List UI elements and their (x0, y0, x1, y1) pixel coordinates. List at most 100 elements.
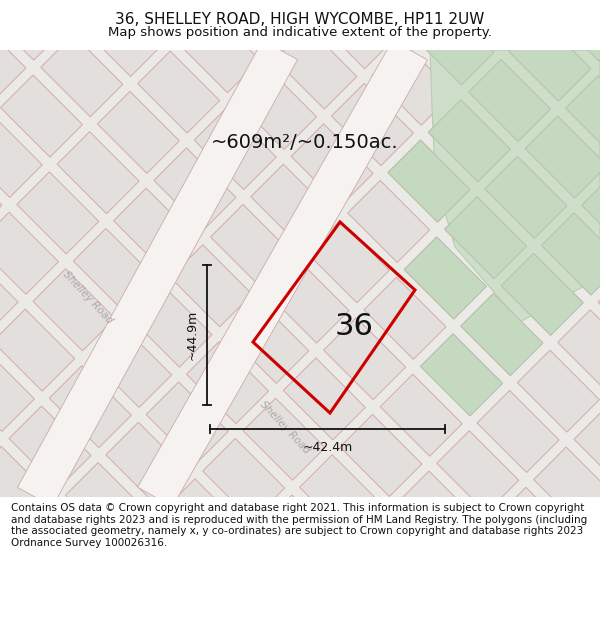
Polygon shape (331, 84, 413, 166)
Polygon shape (0, 309, 75, 391)
Polygon shape (574, 407, 600, 489)
Polygon shape (170, 245, 252, 327)
Polygon shape (163, 479, 244, 561)
Polygon shape (0, 487, 10, 569)
Polygon shape (121, 0, 203, 36)
Polygon shape (122, 519, 204, 601)
Polygon shape (0, 156, 2, 238)
Polygon shape (187, 342, 268, 424)
Text: 36, SHELLEY ROAD, HIGH WYCOMBE, HP11 2UW: 36, SHELLEY ROAD, HIGH WYCOMBE, HP11 2UW (115, 12, 485, 28)
Polygon shape (445, 197, 527, 279)
Polygon shape (452, 0, 535, 44)
Polygon shape (340, 414, 422, 496)
Polygon shape (509, 19, 591, 101)
Polygon shape (267, 261, 349, 343)
Polygon shape (25, 0, 107, 20)
Polygon shape (445, 197, 527, 279)
Text: Shelley Road: Shelley Road (258, 399, 312, 455)
Polygon shape (0, 116, 42, 198)
Polygon shape (259, 0, 341, 12)
Text: Contains OS data © Crown copyright and database right 2021. This information is : Contains OS data © Crown copyright and d… (11, 503, 587, 548)
Polygon shape (97, 91, 179, 173)
Text: ~609m²/~0.150ac.: ~609m²/~0.150ac. (211, 132, 399, 151)
Polygon shape (469, 59, 551, 141)
Polygon shape (388, 140, 470, 222)
Polygon shape (493, 488, 575, 569)
Polygon shape (404, 237, 486, 319)
Polygon shape (283, 358, 365, 440)
Polygon shape (533, 447, 600, 529)
Polygon shape (81, 0, 163, 76)
Polygon shape (291, 124, 373, 206)
Polygon shape (203, 439, 285, 521)
Polygon shape (259, 495, 341, 577)
Polygon shape (0, 19, 26, 101)
Polygon shape (461, 294, 543, 376)
Polygon shape (307, 221, 389, 302)
Polygon shape (0, 253, 18, 334)
Polygon shape (565, 76, 600, 158)
Polygon shape (137, 40, 427, 507)
Polygon shape (17, 41, 298, 507)
Polygon shape (57, 132, 139, 214)
Polygon shape (33, 269, 115, 351)
Polygon shape (582, 173, 600, 254)
Polygon shape (347, 181, 430, 262)
Polygon shape (65, 462, 148, 544)
Polygon shape (558, 310, 600, 392)
Polygon shape (525, 116, 600, 198)
Polygon shape (299, 455, 382, 537)
Polygon shape (485, 156, 567, 238)
Polygon shape (154, 148, 236, 230)
Polygon shape (218, 0, 301, 52)
Polygon shape (412, 3, 494, 85)
Polygon shape (412, 3, 494, 85)
Polygon shape (0, 213, 58, 294)
Polygon shape (194, 107, 276, 189)
Polygon shape (146, 382, 228, 464)
Polygon shape (9, 406, 91, 488)
Polygon shape (106, 422, 188, 504)
Polygon shape (590, 0, 600, 21)
Polygon shape (485, 156, 567, 238)
Polygon shape (211, 204, 293, 286)
Polygon shape (315, 0, 397, 69)
Polygon shape (0, 446, 51, 528)
Polygon shape (275, 27, 357, 109)
Polygon shape (525, 116, 600, 198)
Polygon shape (235, 68, 317, 149)
Polygon shape (549, 0, 600, 61)
Polygon shape (404, 237, 486, 319)
Polygon shape (17, 172, 99, 254)
Polygon shape (421, 334, 503, 416)
Polygon shape (428, 100, 511, 182)
Polygon shape (243, 398, 325, 480)
Polygon shape (178, 11, 260, 92)
Polygon shape (372, 43, 454, 125)
Polygon shape (461, 294, 543, 376)
Polygon shape (130, 285, 212, 367)
Polygon shape (0, 349, 34, 431)
Polygon shape (227, 301, 309, 383)
Polygon shape (380, 374, 462, 456)
Polygon shape (517, 350, 599, 432)
Polygon shape (453, 528, 535, 609)
Polygon shape (477, 391, 559, 472)
Text: 36: 36 (335, 312, 374, 341)
Text: Shelley Road: Shelley Road (61, 269, 115, 325)
Polygon shape (89, 326, 172, 408)
Polygon shape (421, 334, 503, 416)
Polygon shape (388, 140, 470, 222)
Polygon shape (355, 0, 437, 28)
Polygon shape (565, 76, 600, 158)
Polygon shape (598, 269, 600, 351)
Polygon shape (49, 366, 131, 448)
Polygon shape (397, 471, 479, 553)
Polygon shape (582, 173, 600, 254)
Text: Map shows position and indicative extent of the property.: Map shows position and indicative extent… (108, 26, 492, 39)
Polygon shape (0, 0, 66, 60)
Polygon shape (541, 213, 600, 295)
Text: ~44.9m: ~44.9m (186, 310, 199, 360)
Polygon shape (428, 100, 511, 182)
Polygon shape (323, 318, 406, 399)
